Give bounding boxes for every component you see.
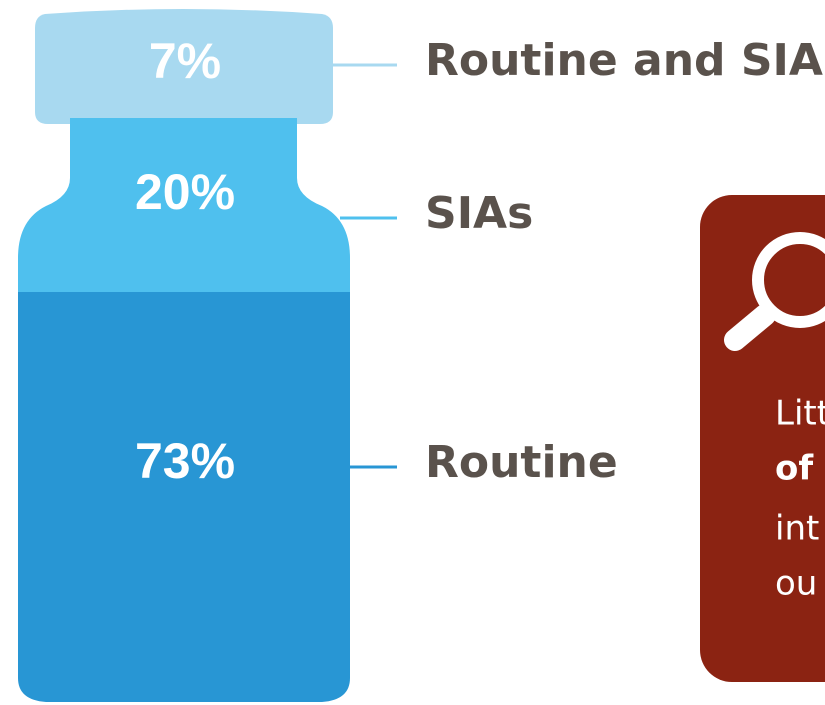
callout-text: Litt <box>775 394 825 434</box>
category-label: Routine and SIAs <box>425 35 825 86</box>
callout-box <box>700 195 825 682</box>
value-label: 7% <box>149 33 221 89</box>
category-label: SIAs <box>425 188 533 239</box>
value-label: 20% <box>135 164 235 220</box>
vial-segment <box>18 292 350 702</box>
magnifier-icon <box>724 232 825 351</box>
value-label: 73% <box>135 433 235 489</box>
callout-text: of <box>775 449 814 489</box>
callout-text: int <box>775 509 819 549</box>
category-label: Routine <box>425 437 618 488</box>
vial-segment <box>18 118 350 292</box>
vial-segment <box>35 9 333 124</box>
callout-text: ou <box>775 564 817 604</box>
